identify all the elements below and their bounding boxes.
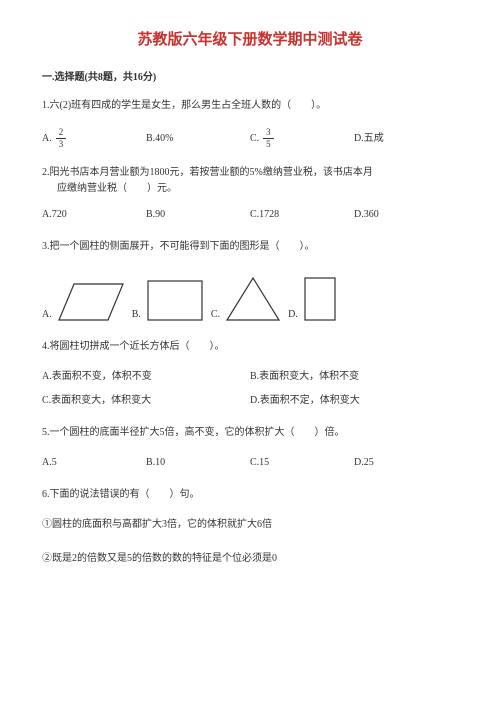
q3-shapes: A. B. C. D. xyxy=(42,275,458,323)
q5-option-b: B.10 xyxy=(146,455,250,471)
q3-b-label: B. xyxy=(132,307,141,323)
page-title: 苏教版六年级下册数学期中测试卷 xyxy=(42,28,458,52)
q1-text: 1.六(2)班有四成的学生是女生，那么男生占全班人数的（ ）。 xyxy=(42,98,458,114)
rectangle-icon xyxy=(302,275,338,323)
q1-c-num: 3 xyxy=(263,128,274,139)
q1-a-label: A. xyxy=(42,131,52,147)
parallelogram-icon xyxy=(56,281,126,323)
q6-text: 6.下面的说法错误的有（ ）句。 xyxy=(42,487,458,503)
q5-b: B.10 xyxy=(146,455,165,471)
q5-option-a: A.5 xyxy=(42,455,146,471)
q6-statement-1: ①圆柱的底面积与高都扩大3倍，它的体积就扩大6倍 xyxy=(42,517,458,533)
q2-b: B.90 xyxy=(146,207,165,223)
q2-option-b: B.90 xyxy=(146,207,250,223)
q3-c-label: C. xyxy=(211,307,220,323)
section-header: 一.选择题(共8题，共16分) xyxy=(42,70,458,86)
q1-c-label: C. xyxy=(250,131,259,147)
q2-line1: 2.阳光书店本月营业额为1800元，若按营业额的5%缴纳营业税，该书店本月 xyxy=(42,165,458,181)
q1-a-num: 2 xyxy=(56,128,67,139)
q6-statement-2: ②既是2的倍数又是5的倍数的数的特征是个位必须是0 xyxy=(42,551,458,567)
q4-option-a: A.表面积不变，体积不变 xyxy=(42,369,250,385)
q1-a-den: 3 xyxy=(59,139,64,149)
q4-option-c: C.表面积变大，体积变大 xyxy=(42,393,250,409)
question-4: 4.将圆柱切拼成一个近长方体后（ ）。 A.表面积不变，体积不变 B.表面积变大… xyxy=(42,339,458,409)
q5-a: A.5 xyxy=(42,455,57,471)
q1-d: D.五成 xyxy=(354,131,384,147)
square-icon xyxy=(145,278,205,323)
q5-text: 5.一个圆柱的底面半径扩大5倍，高不变，它的体积扩大（ ）倍。 xyxy=(42,425,458,441)
q1-options: A. 2 3 B.40% C. 3 5 D.五成 xyxy=(42,128,458,149)
q3-option-a: A. xyxy=(42,281,126,323)
question-1: 1.六(2)班有四成的学生是女生，那么男生占全班人数的（ ）。 A. 2 3 B… xyxy=(42,98,458,149)
q1-option-d: D.五成 xyxy=(354,131,458,147)
q4-option-b: B.表面积变大，体积不变 xyxy=(250,369,458,385)
q4-option-d: D.表面积不定，体积变大 xyxy=(250,393,458,409)
q3-d-label: D. xyxy=(288,307,298,323)
fraction-icon: 2 3 xyxy=(56,128,67,149)
q5-option-c: C.15 xyxy=(250,455,354,471)
q4-row1: A.表面积不变，体积不变 B.表面积变大，体积不变 xyxy=(42,369,458,385)
q2-options: A.720 B.90 C.1728 D.360 xyxy=(42,207,458,223)
q5-option-d: D.25 xyxy=(354,455,458,471)
question-3: 3.把一个圆柱的侧面展开，不可能得到下面的图形是（ ）。 A. B. C. D. xyxy=(42,239,458,323)
q5-d: D.25 xyxy=(354,455,374,471)
q1-b: B.40% xyxy=(146,131,174,147)
q3-option-c: C. xyxy=(211,275,282,323)
q1-option-a: A. 2 3 xyxy=(42,128,146,149)
q4-row2: C.表面积变大，体积变大 D.表面积不定，体积变大 xyxy=(42,393,458,409)
q5-options: A.5 B.10 C.15 D.25 xyxy=(42,455,458,471)
q3-a-label: A. xyxy=(42,307,52,323)
q2-option-d: D.360 xyxy=(354,207,458,223)
q2-d: D.360 xyxy=(354,207,379,223)
q3-text: 3.把一个圆柱的侧面展开，不可能得到下面的图形是（ ）。 xyxy=(42,239,458,255)
q4-text: 4.将圆柱切拼成一个近长方体后（ ）。 xyxy=(42,339,458,355)
question-2: 2.阳光书店本月营业额为1800元，若按营业额的5%缴纳营业税，该书店本月 应缴… xyxy=(42,165,458,223)
question-5: 5.一个圆柱的底面半径扩大5倍，高不变，它的体积扩大（ ）倍。 A.5 B.10… xyxy=(42,425,458,471)
q5-c: C.15 xyxy=(250,455,269,471)
fraction-icon: 3 5 xyxy=(263,128,274,149)
q2-line2: 应缴纳营业税（ ）元。 xyxy=(42,181,458,197)
q1-option-b: B.40% xyxy=(146,131,250,147)
q2-a: A.720 xyxy=(42,207,67,223)
question-6: 6.下面的说法错误的有（ ）句。 ①圆柱的底面积与高都扩大3倍，它的体积就扩大6… xyxy=(42,487,458,567)
q1-c-den: 5 xyxy=(266,139,271,149)
triangle-icon xyxy=(224,275,282,323)
q3-option-b: B. xyxy=(132,278,205,323)
q1-option-c: C. 3 5 xyxy=(250,128,354,149)
q2-option-a: A.720 xyxy=(42,207,146,223)
q2-option-c: C.1728 xyxy=(250,207,354,223)
q3-option-d: D. xyxy=(288,275,338,323)
q2-c: C.1728 xyxy=(250,207,279,223)
